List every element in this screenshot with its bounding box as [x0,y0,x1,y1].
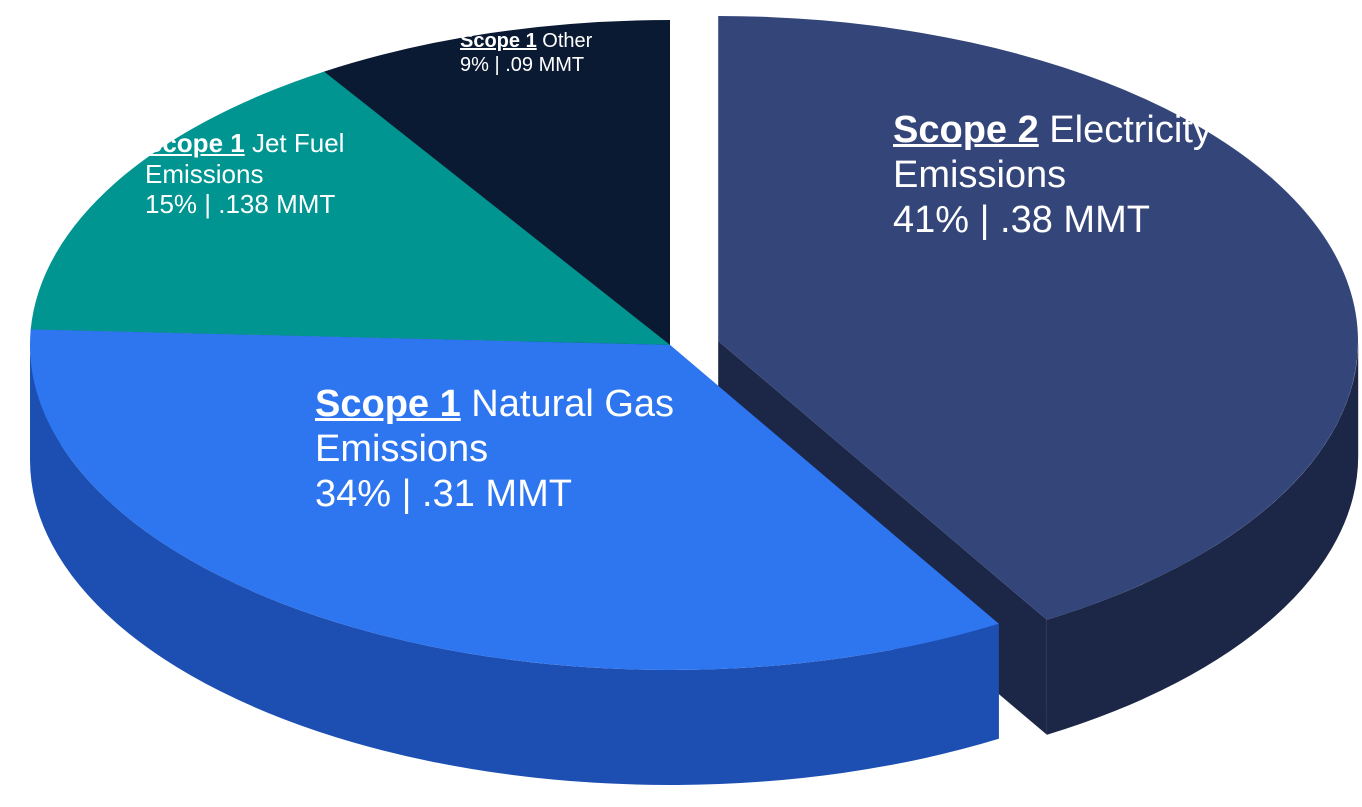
slice-label-text: Scope 1 Natural Gas Emissions 34% | .31 M… [315,382,695,516]
scope-label: Scope 1 [460,30,537,52]
scope-label: Scope 1 [315,383,461,425]
slice [718,16,1358,620]
slice-label-text: Scope 1 Jet Fuel Emissions 15% | .138 MMT [145,128,445,220]
slice [29,329,999,670]
slice-side [1046,341,1359,735]
slice-side [30,345,999,785]
value-label: 41% | .38 MMT [893,198,1150,241]
value-label: 15% | .138 MMT [145,189,336,220]
scope-label: Scope 2 [893,109,1039,151]
slice-label-text: Scope 2 Electricity Emissions 41% | .38 M… [893,108,1233,242]
value-label: 9% | .09 MMT [460,53,585,76]
value-label: 34% | .31 MMT [315,472,572,515]
slice [30,71,670,345]
category-label: Jet Fuel Emissions [145,128,345,189]
category-label: Electricity Emissions [893,109,1212,196]
category-label: Other [542,30,593,52]
slice [324,20,670,345]
slice-label-text: Scope 1 Other 9% | .09 MMT [460,30,680,77]
category-label: Natural Gas Emissions [315,383,675,470]
scope-label: Scope 1 [145,128,245,158]
